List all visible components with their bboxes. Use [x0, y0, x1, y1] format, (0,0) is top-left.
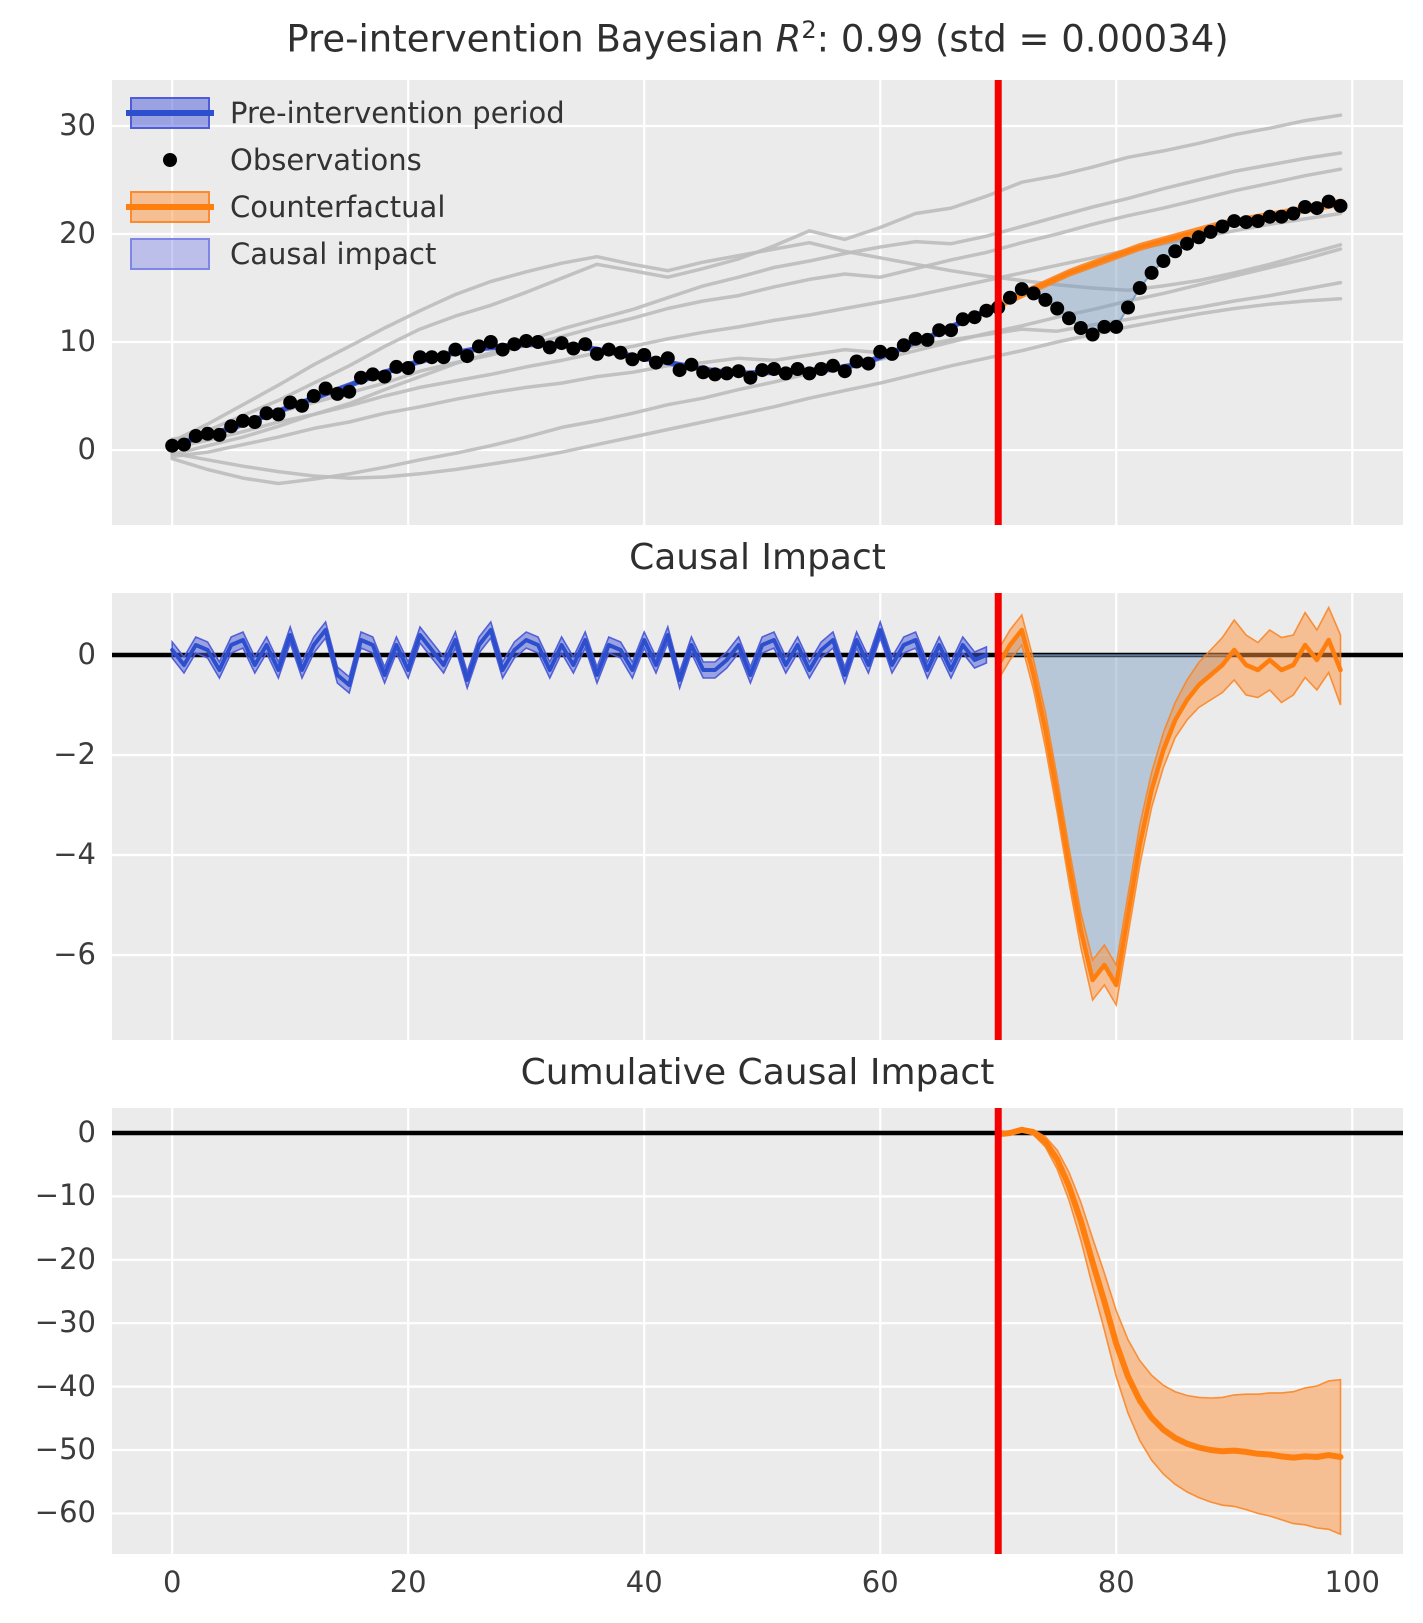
- y-tick-label-middle: −4: [53, 837, 96, 871]
- x-tick-label: 80: [1097, 1565, 1135, 1599]
- title-suffix: : 0.99 (std = 0.00034): [816, 17, 1229, 61]
- legend-label-pre-intervention: Pre-intervention period: [230, 96, 565, 130]
- y-tick-label-top: 0: [77, 432, 96, 467]
- legend-label-observations: Observations: [230, 143, 422, 177]
- top-plot-canvas: [112, 80, 1403, 525]
- legend-item-pre-intervention: Pre-intervention period: [126, 96, 565, 130]
- x-tick-label: 0: [162, 1565, 182, 1599]
- middle-plot-title: Causal Impact: [629, 537, 886, 578]
- bottom-plot-canvas: [112, 1108, 1403, 1554]
- x-tick-label: 60: [861, 1565, 899, 1599]
- title-prefix: Pre-intervention Bayesian: [286, 17, 776, 61]
- x-tick-label: 100: [1324, 1565, 1380, 1599]
- x-tick-label: 20: [389, 1565, 427, 1599]
- y-tick-label-top: 10: [59, 324, 96, 359]
- y-tick-label-bottom: −60: [34, 1495, 96, 1530]
- y-tick-label-middle: 0: [77, 637, 96, 671]
- y-tick-label-middle: −2: [53, 737, 96, 771]
- bottom-plot-title: Cumulative Causal Impact: [520, 1052, 995, 1093]
- legend-item-observations: Observations: [130, 143, 565, 177]
- title-r: R: [775, 17, 802, 61]
- y-tick-label-bottom: −10: [34, 1178, 96, 1213]
- y-tick-label-middle: −6: [53, 937, 96, 971]
- y-tick-label-bottom: −50: [34, 1432, 96, 1466]
- counterfactual-swatch-icon: [126, 191, 214, 223]
- legend-item-counterfactual: Counterfactual: [126, 190, 565, 224]
- legend: Pre-intervention period Observations Cou…: [126, 96, 565, 271]
- top-plot-title: Pre-intervention Bayesian R2: 0.99 (std …: [112, 16, 1403, 60]
- observations-dot-icon: [130, 144, 210, 176]
- pre-intervention-swatch-icon: [126, 97, 214, 129]
- y-tick-label-bottom: −30: [34, 1305, 96, 1340]
- x-tick-label: 40: [625, 1565, 663, 1599]
- y-tick-label-top: 30: [59, 108, 96, 142]
- y-tick-label-bottom: 0: [77, 1114, 96, 1149]
- top-plot-svg: [112, 80, 1403, 525]
- legend-item-causal-impact: Causal impact: [130, 237, 565, 271]
- y-tick-label-bottom: −20: [34, 1241, 96, 1276]
- legend-label-causal-impact: Causal impact: [230, 237, 437, 271]
- y-tick-label-bottom: −40: [34, 1368, 96, 1403]
- middle-plot-svg: [112, 593, 1403, 1040]
- title-exponent: 2: [801, 16, 817, 44]
- legend-label-counterfactual: Counterfactual: [230, 190, 446, 224]
- middle-plot-canvas: [112, 593, 1403, 1040]
- bottom-plot-svg: [112, 1108, 1403, 1554]
- y-tick-label-top: 20: [59, 216, 96, 251]
- causal-impact-swatch-icon: [130, 238, 210, 270]
